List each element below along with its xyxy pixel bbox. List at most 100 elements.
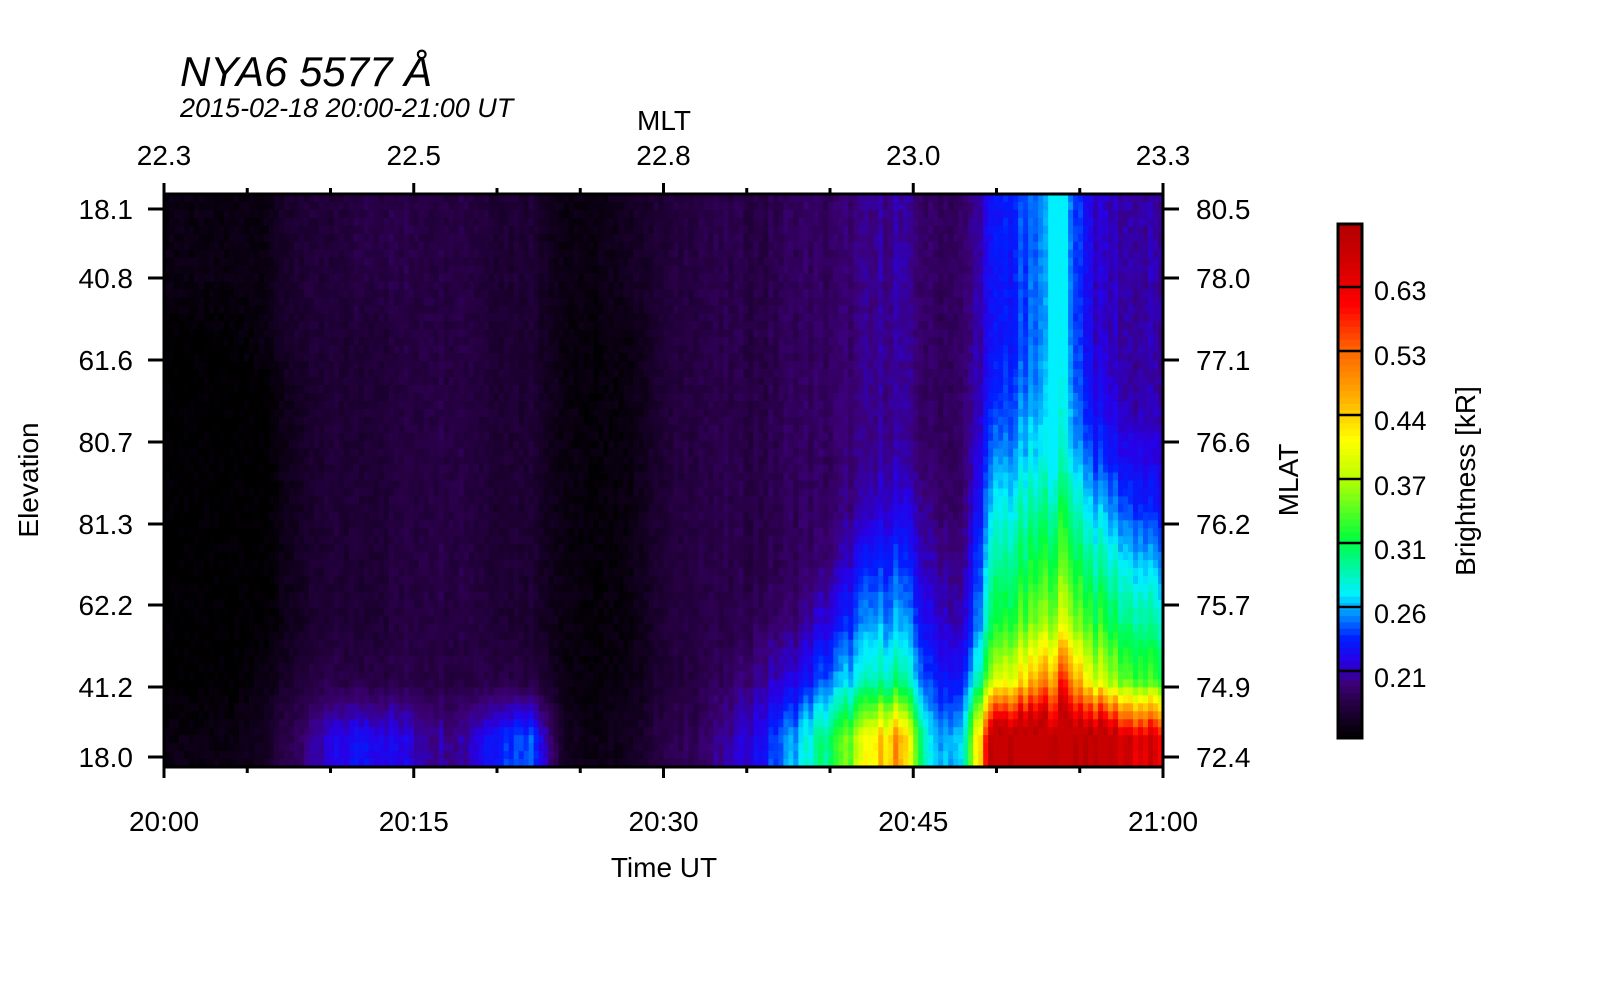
heatmap-cell (283, 687, 290, 696)
heatmap-cell (203, 448, 210, 458)
heatmap-cell (298, 297, 305, 306)
heatmap-cell (283, 504, 290, 513)
heatmap-cell (358, 257, 365, 267)
heatmap-cell (188, 249, 195, 259)
heatmap-cell (288, 615, 295, 625)
heatmap-cell (468, 719, 475, 728)
heatmap-cell (213, 583, 220, 593)
heatmap-cell (363, 560, 370, 569)
heatmap-cell (218, 281, 225, 290)
heatmap-cell (328, 209, 335, 219)
heatmap-cell (448, 400, 455, 410)
heatmap-cell (208, 249, 215, 259)
heatmap-cell (348, 655, 355, 664)
heatmap-cell (503, 512, 510, 521)
heatmap-cell (228, 695, 235, 704)
heatmap-cell (233, 520, 240, 529)
heatmap-cell (268, 313, 275, 322)
heatmap-cell (233, 599, 240, 609)
heatmap-cell (328, 297, 335, 306)
heatmap-cell (233, 504, 240, 513)
heatmap-cell (498, 623, 505, 633)
heatmap-cell (458, 392, 465, 402)
heatmap-cell (378, 504, 385, 513)
heatmap-cell (278, 289, 285, 298)
heatmap-cell (483, 488, 490, 497)
heatmap-cell (248, 528, 255, 537)
heatmap-cell (408, 480, 415, 489)
heatmap-cell (164, 496, 170, 505)
heatmap-cell (433, 727, 440, 736)
heatmap-cell (443, 361, 450, 370)
heatmap-cell (208, 735, 215, 744)
heatmap-cell (169, 488, 175, 497)
heatmap-cell (418, 552, 425, 561)
heatmap-cell (338, 512, 345, 521)
heatmap-cell (178, 552, 185, 561)
heatmap-cell (413, 464, 420, 473)
heatmap-cell (403, 504, 410, 513)
heatmap-cell (173, 209, 180, 219)
heatmap-cell (378, 225, 385, 235)
heatmap-cell (258, 321, 265, 330)
heatmap-cell (428, 297, 435, 306)
heatmap-cell (173, 377, 180, 386)
heatmap-cell (288, 743, 295, 752)
heatmap-cell (458, 472, 465, 481)
heatmap-cell (398, 353, 405, 362)
heatmap-cell (358, 329, 365, 338)
heatmap-cell (358, 225, 365, 235)
heatmap-cell (468, 512, 475, 521)
heatmap-cell (308, 743, 315, 752)
heatmap-cell (468, 480, 475, 489)
heatmap-cell (188, 297, 195, 306)
heatmap-cell (498, 544, 505, 553)
heatmap-cell (208, 599, 215, 609)
heatmap-cell (453, 599, 460, 609)
heatmap-cell (333, 400, 340, 410)
heatmap-cell (468, 201, 475, 211)
heatmap-cell (423, 520, 430, 529)
heatmap-cell (308, 377, 315, 386)
heatmap-cell (248, 623, 255, 633)
heatmap-cell (343, 194, 350, 203)
heatmap-cell (218, 392, 225, 402)
heatmap-cell (218, 528, 225, 537)
heatmap-cell (383, 313, 390, 322)
heatmap-cell (213, 488, 220, 497)
heatmap-cell (443, 345, 450, 354)
heatmap-cell (493, 337, 500, 346)
heatmap-cell (248, 695, 255, 704)
heatmap-cell (348, 448, 355, 458)
heatmap-cell (383, 408, 390, 418)
heatmap-cell (503, 424, 510, 434)
heatmap-cell (203, 615, 210, 625)
heatmap-cell (188, 289, 195, 298)
heatmap-cell (238, 281, 245, 290)
heatmap-cell (313, 631, 320, 641)
heatmap-cell (448, 568, 455, 577)
heatmap-cell (343, 520, 350, 529)
heatmap-cell (383, 504, 390, 513)
heatmap-cell (443, 369, 450, 378)
heatmap-cell (248, 647, 255, 656)
heatmap-cell (173, 544, 180, 553)
heatmap-cell (173, 711, 180, 720)
heatmap-cell (448, 337, 455, 346)
heatmap-cell (268, 472, 275, 481)
heatmap-cell (203, 456, 210, 465)
heatmap-cell (483, 679, 490, 688)
heatmap-cell (493, 305, 500, 314)
heatmap-cell (178, 400, 185, 410)
heatmap-cell (373, 233, 380, 243)
heatmap-cell (193, 377, 200, 386)
heatmap-cell (218, 687, 225, 696)
heatmap-cell (483, 281, 490, 290)
heatmap-cell (318, 297, 325, 306)
heatmap-cell (303, 297, 310, 306)
heatmap-cell (228, 281, 235, 290)
heatmap-cell (463, 329, 470, 338)
heatmap-cell (183, 599, 190, 609)
heatmap-cell (378, 520, 385, 529)
heatmap-cell (473, 233, 480, 243)
